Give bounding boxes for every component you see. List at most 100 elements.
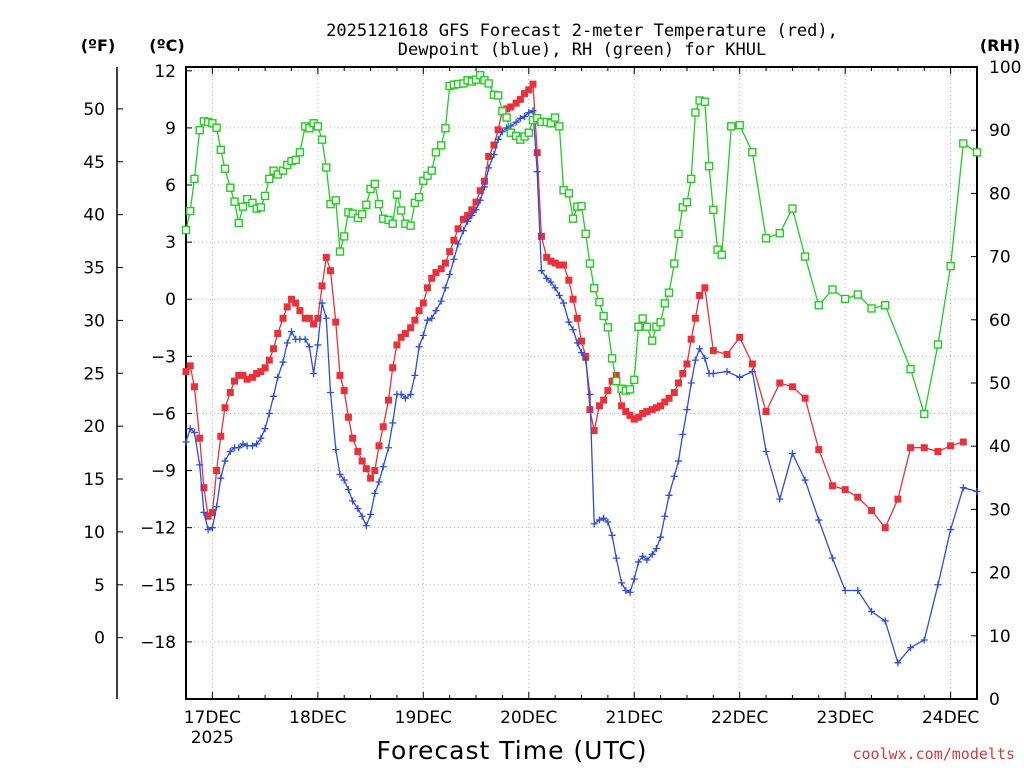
temperature-point — [310, 320, 318, 328]
dewpoint-point — [235, 444, 243, 452]
rh-point — [546, 119, 556, 128]
axes — [116, 66, 978, 700]
dewpoint-point — [525, 109, 533, 117]
temperature-point — [801, 394, 809, 402]
dewpoint-point — [590, 520, 598, 528]
dewpoint-point — [336, 470, 344, 478]
temperature-point — [292, 299, 300, 307]
temperature-point — [507, 103, 515, 111]
dewpoint-point — [301, 335, 309, 343]
dewpoint-point — [248, 442, 256, 450]
x-year-label: 2025 — [191, 728, 234, 748]
temperature-point — [525, 86, 533, 94]
dewpoint-point — [265, 409, 273, 417]
dewpoint-point — [476, 196, 484, 204]
rh-point — [256, 203, 266, 212]
temperature-point — [551, 259, 559, 267]
dewpoint-point — [736, 373, 744, 381]
temperature-point — [411, 316, 419, 324]
rh-point — [388, 219, 397, 228]
temperature-point — [318, 282, 326, 290]
rh-point — [853, 290, 863, 299]
temperature-point — [270, 345, 278, 353]
dewpoint-point — [450, 255, 458, 263]
dewpoint-point — [709, 369, 717, 377]
rh-point — [959, 139, 968, 148]
temperature-point — [200, 484, 208, 492]
dewpoint-point — [604, 518, 612, 526]
dewpoint-point — [582, 356, 590, 364]
temperature-point — [446, 248, 454, 256]
rh-point — [603, 323, 613, 332]
temperature-point — [437, 265, 445, 273]
temperature-point — [537, 232, 545, 240]
rh-point — [498, 107, 507, 116]
dewpoint-point — [226, 448, 234, 456]
rh-point — [660, 299, 670, 308]
rh-tick-label: 50 — [989, 374, 1011, 394]
temperature-point — [182, 368, 190, 376]
temperature-point — [358, 457, 366, 465]
temperature-point — [472, 198, 480, 206]
temperature-point — [296, 307, 304, 315]
temperature-point — [468, 206, 476, 214]
dewpoint-point — [521, 112, 529, 120]
rh-point — [920, 409, 929, 419]
temperature-point — [253, 369, 261, 377]
rh-point — [664, 288, 674, 297]
dewpoint-point — [533, 168, 541, 176]
rh-point — [652, 322, 661, 331]
dewpoint-point — [630, 575, 638, 583]
dewpoint-point — [608, 531, 616, 539]
rh-tick-label: 30 — [989, 500, 1011, 520]
temperature-point — [239, 371, 247, 379]
rh-tick-label: 40 — [989, 437, 1011, 457]
chart-title-line1: 2025121618 GFS Forecast 2-meter Temperat… — [326, 21, 838, 41]
temperature-point — [696, 291, 704, 299]
dewpoint-point — [389, 419, 397, 427]
dewpoint-point — [428, 314, 436, 322]
rh-tick-label: 80 — [989, 184, 1011, 204]
rh-point — [335, 247, 345, 256]
rh-point — [476, 71, 485, 80]
rh-tick-label: 60 — [989, 311, 1011, 331]
rh-point — [220, 164, 230, 173]
temperature-point — [314, 314, 322, 322]
dewpoint-point — [384, 444, 392, 452]
temperature-point — [450, 236, 458, 244]
dewpoint-point — [310, 369, 318, 377]
temperature-point — [894, 495, 902, 503]
rh-point — [800, 252, 810, 261]
temperature-point — [265, 356, 273, 364]
dewpoint-point — [657, 533, 665, 541]
temperature-point — [459, 215, 467, 223]
rh-point — [340, 232, 349, 241]
temperature-point — [618, 402, 626, 410]
dewpoint-point — [687, 379, 695, 387]
temperature-point — [401, 330, 409, 338]
temperature-point — [934, 448, 942, 456]
temperature-point — [565, 276, 573, 284]
temperature-point — [432, 269, 440, 277]
temperature-point — [648, 406, 656, 414]
rh-point — [691, 108, 700, 117]
temperature-point — [464, 211, 472, 219]
dewpoint-point — [332, 446, 340, 454]
rh-point — [678, 203, 687, 212]
temperature-point — [829, 482, 837, 490]
dewpoint-point — [419, 331, 427, 339]
dewpoint-point — [920, 636, 928, 644]
rh-point — [238, 202, 248, 211]
rh-tick-label: 20 — [989, 564, 1011, 584]
x-tick-label: 21DEC — [606, 708, 663, 728]
dewpoint-point — [516, 114, 524, 122]
temperature-point — [762, 408, 770, 416]
rh-point — [700, 97, 710, 106]
temperature-point — [349, 434, 357, 442]
rh-point — [410, 198, 420, 208]
temperature-point — [657, 402, 665, 410]
rh-point — [599, 311, 608, 321]
temperature-point — [196, 434, 204, 442]
credit-link[interactable]: coolwx.com/modelts — [852, 745, 1015, 763]
dewpoint-point — [314, 341, 322, 349]
